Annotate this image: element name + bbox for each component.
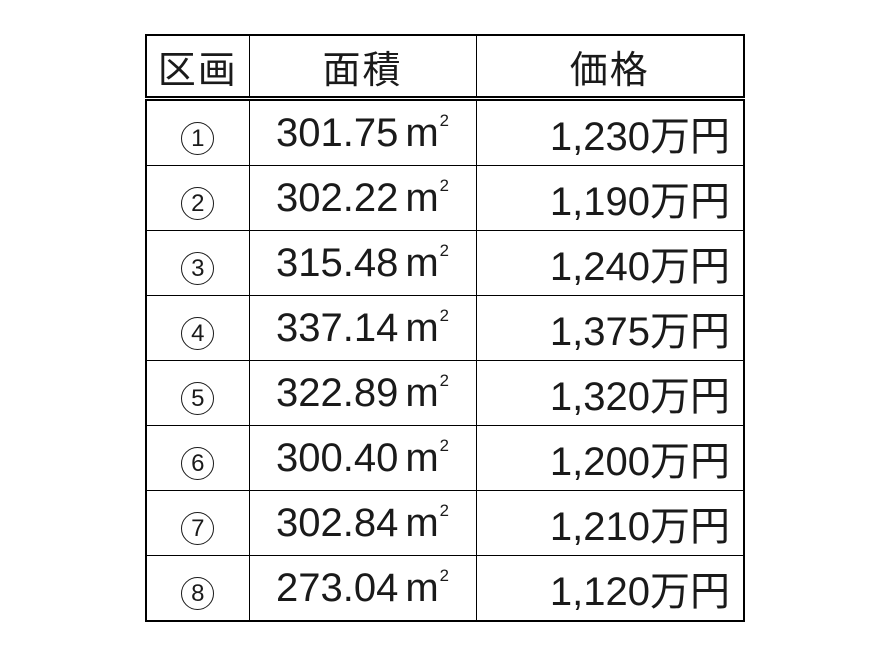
area-value: 322.89 (275, 370, 399, 415)
header-price: 価格 (475, 34, 745, 101)
area-value: 300.40 (275, 435, 399, 480)
table-row: 5 322.89 m2 1,320万円 (145, 360, 745, 426)
area-cell: 302.84 m2 (248, 490, 477, 556)
area-value: 337.14 (275, 305, 399, 350)
lot-cell: 4 (145, 295, 250, 361)
area-unit: m2 (405, 305, 449, 350)
table-row: 1 301.75 m2 1,230万円 (145, 98, 745, 166)
price-cell: 1,320万円 (475, 360, 745, 426)
lot-cell: 8 (145, 555, 250, 622)
area-value: 301.75 (275, 110, 399, 155)
table-row: 6 300.40 m2 1,200万円 (145, 425, 745, 491)
header-area: 面積 (248, 34, 477, 101)
price-cell: 1,200万円 (475, 425, 745, 491)
price-cell: 1,230万円 (475, 98, 745, 166)
table-row: 3 315.48 m2 1,240万円 (145, 230, 745, 296)
area-unit: m2 (405, 110, 449, 155)
header-lot: 区画 (145, 34, 250, 101)
circled-number: 1 (181, 121, 215, 155)
area-cell: 315.48 m2 (248, 230, 477, 296)
area-value: 302.22 (275, 175, 399, 220)
area-unit: m2 (405, 435, 449, 480)
circled-number: 5 (181, 381, 215, 415)
price-cell: 1,190万円 (475, 165, 745, 231)
lot-cell: 3 (145, 230, 250, 296)
area-unit: m2 (405, 175, 449, 220)
table-row: 2 302.22 m2 1,190万円 (145, 165, 745, 231)
area-cell: 301.75 m2 (248, 98, 477, 166)
lot-price-table: 区画 面積 価格 1 301.75 m2 1,230万円 2 302.22 m2 1… (145, 34, 745, 622)
area-unit: m2 (405, 500, 449, 545)
circled-number: 7 (181, 511, 215, 545)
area-unit: m2 (405, 240, 449, 285)
table-row: 7 302.84 m2 1,210万円 (145, 490, 745, 556)
lot-cell: 5 (145, 360, 250, 426)
lot-cell: 2 (145, 165, 250, 231)
area-cell: 300.40 m2 (248, 425, 477, 491)
area-cell: 302.22 m2 (248, 165, 477, 231)
price-cell: 1,375万円 (475, 295, 745, 361)
circled-number: 6 (181, 446, 215, 480)
price-cell: 1,210万円 (475, 490, 745, 556)
circled-number: 3 (181, 251, 215, 285)
table-row: 8 273.04 m2 1,120万円 (145, 555, 745, 622)
circled-number: 2 (181, 186, 215, 220)
area-unit: m2 (405, 565, 449, 610)
price-cell: 1,120万円 (475, 555, 745, 622)
area-value: 302.84 (275, 500, 399, 545)
circled-number: 8 (181, 576, 215, 610)
table-row: 4 337.14 m2 1,375万円 (145, 295, 745, 361)
area-value: 315.48 (275, 240, 399, 285)
area-unit: m2 (405, 370, 449, 415)
lot-cell: 7 (145, 490, 250, 556)
area-cell: 273.04 m2 (248, 555, 477, 622)
area-cell: 337.14 m2 (248, 295, 477, 361)
table-header-row: 区画 面積 価格 (145, 34, 745, 101)
area-value: 273.04 (275, 565, 399, 610)
lot-cell: 6 (145, 425, 250, 491)
circled-number: 4 (181, 316, 215, 350)
price-cell: 1,240万円 (475, 230, 745, 296)
lot-cell: 1 (145, 98, 250, 166)
area-cell: 322.89 m2 (248, 360, 477, 426)
